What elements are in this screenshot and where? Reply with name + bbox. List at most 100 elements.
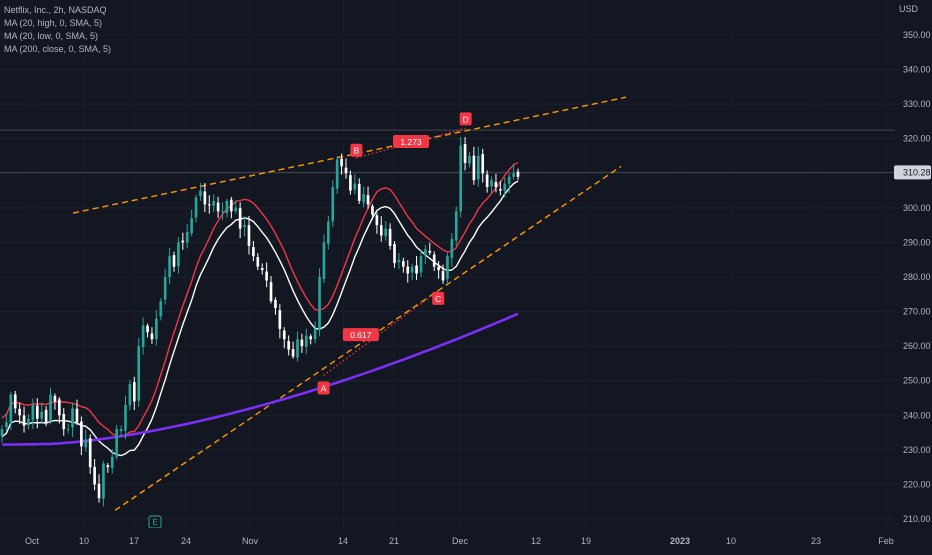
candle xyxy=(132,376,136,410)
time-tick-label: Nov xyxy=(242,536,259,546)
candle xyxy=(9,391,13,431)
time-tick-label: Dec xyxy=(452,536,469,546)
candle-body xyxy=(313,328,317,340)
candle-body xyxy=(362,194,365,203)
candle xyxy=(216,196,220,218)
candle xyxy=(119,425,123,438)
candle-body xyxy=(322,242,326,279)
candle xyxy=(80,416,83,456)
candle-body xyxy=(406,266,410,274)
moving-averages xyxy=(1,161,519,457)
candle xyxy=(362,186,365,208)
time-tick-label: Feb xyxy=(878,536,894,546)
candle xyxy=(287,335,290,356)
candle-body xyxy=(66,429,70,431)
candle-body xyxy=(415,265,418,274)
candle-body xyxy=(172,255,176,267)
candle xyxy=(159,298,163,321)
price-tick-label: 330.00 xyxy=(903,99,931,109)
candle xyxy=(93,459,96,491)
candle xyxy=(35,398,39,429)
candle xyxy=(476,146,480,187)
last-price-badge-bg xyxy=(894,165,931,180)
candle xyxy=(454,206,458,246)
candle xyxy=(278,304,282,339)
price-tick-label: 270.00 xyxy=(903,307,931,317)
candle xyxy=(304,328,308,354)
candle-body xyxy=(106,465,110,468)
candle-body xyxy=(503,183,507,191)
candle xyxy=(432,251,436,271)
candle-body xyxy=(379,225,383,236)
candle-body xyxy=(5,422,8,428)
candle-body xyxy=(485,174,489,188)
candle-body xyxy=(27,418,30,426)
earnings-marker-text: E xyxy=(152,518,157,527)
indicator-ma-high[interactable]: MA (20, high, 0, SMA, 5) xyxy=(4,18,103,28)
time-tick-label: 14 xyxy=(338,536,348,546)
candle-body xyxy=(35,405,39,419)
ratio-ac: 0.617 xyxy=(342,328,379,342)
candle-body xyxy=(375,215,379,226)
candle xyxy=(71,402,74,437)
candle xyxy=(379,216,383,242)
currency-label: USD xyxy=(898,4,918,14)
time-tick-label: 23 xyxy=(811,536,821,546)
candle xyxy=(327,215,330,250)
pattern-point-d-text: D xyxy=(463,114,469,124)
candle-body xyxy=(53,395,57,402)
time-tick-label: 17 xyxy=(129,536,139,546)
candle-body xyxy=(141,325,145,348)
candle-body xyxy=(327,221,330,244)
candle-body xyxy=(234,207,238,212)
candle-body xyxy=(371,206,374,215)
ma-high-line xyxy=(1,161,519,438)
candle xyxy=(97,474,101,503)
pattern-point-b-text: B xyxy=(354,146,360,156)
chart-legend: Netflix, Inc., 2h, NASDAQ MA (20, high, … xyxy=(4,4,111,56)
indicator-ma-low[interactable]: MA (20, low, 0, SMA, 5) xyxy=(4,31,99,41)
candle xyxy=(150,327,154,344)
candle-body xyxy=(424,249,427,255)
candle xyxy=(190,209,193,237)
indicator-ma-200[interactable]: MA (200, close, 0, SMA, 5) xyxy=(4,44,112,54)
candle xyxy=(199,183,202,201)
symbol-title[interactable]: Netflix, Inc., 2h, NASDAQ xyxy=(4,5,107,15)
time-tick-label: 2023 xyxy=(670,536,690,546)
candle-body xyxy=(384,228,388,237)
candle xyxy=(230,196,233,219)
candle-body xyxy=(93,466,96,485)
candle xyxy=(309,334,313,345)
candle xyxy=(353,174,357,195)
candle-body xyxy=(428,250,432,253)
candle xyxy=(88,434,92,474)
ratio-ac-text: 0.617 xyxy=(350,330,372,340)
time-axis-bg xyxy=(0,528,932,550)
upper-trendline xyxy=(72,96,627,214)
candle-body xyxy=(88,438,92,468)
candle-body xyxy=(225,200,229,213)
pattern-point-c-bg xyxy=(432,291,445,305)
candle xyxy=(335,156,339,195)
candle-body xyxy=(207,204,211,206)
candle xyxy=(247,215,251,255)
candle-body xyxy=(366,194,370,205)
candle xyxy=(512,163,515,180)
horizontal-line-layer xyxy=(0,129,895,173)
pattern-point-a-text: A xyxy=(321,384,327,394)
candle-body xyxy=(419,256,423,273)
price-tick-label: 210.00 xyxy=(903,514,931,524)
candle-body xyxy=(397,259,401,262)
candle xyxy=(141,317,145,355)
candle xyxy=(44,406,48,427)
candle-body xyxy=(194,197,198,218)
candle xyxy=(194,194,198,223)
candle-body xyxy=(402,261,405,267)
candle-body xyxy=(512,173,515,177)
candle xyxy=(84,429,88,452)
candle-body xyxy=(71,408,74,428)
candle xyxy=(203,183,207,213)
price-tick-label: 230.00 xyxy=(903,445,931,455)
